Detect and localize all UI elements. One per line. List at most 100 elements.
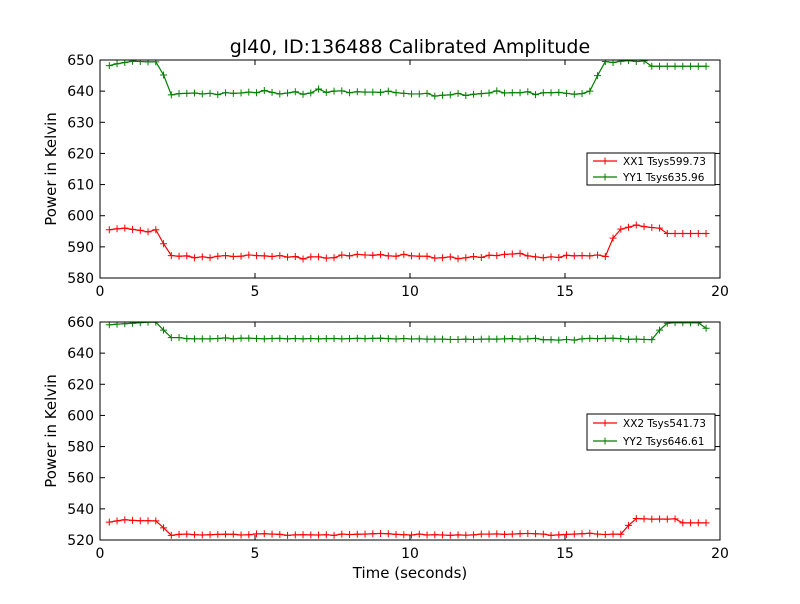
data-point-marker [601,334,609,342]
legend-box [586,413,716,451]
data-point-marker [136,322,144,327]
data-point-marker [361,88,369,96]
data-point-marker [222,530,230,538]
x-tick-label: 10 [401,546,419,562]
data-point-marker [315,253,323,261]
data-point-marker [594,72,602,80]
data-point-marker [547,336,555,344]
data-point-marker [454,89,462,97]
data-point-marker [245,531,253,539]
series-1-group [105,221,710,263]
data-point-marker [586,252,594,260]
data-point-marker [601,253,609,261]
data-point-marker [702,519,710,527]
data-point-marker [501,89,509,97]
data-point-marker [415,335,423,343]
data-point-marker [191,531,199,539]
data-point-marker [702,62,710,70]
data-point-marker [322,531,330,539]
data-point-marker [516,249,524,257]
data-point-marker [702,229,710,237]
bottom-panel: 0 5 10 15 20 520 540 560 580 600 620 640 660 XX2 Tsys… [67,315,729,562]
data-point-marker [625,335,633,343]
data-point-marker [129,60,137,65]
data-point-marker [586,334,594,342]
data-point-marker [648,515,656,523]
data-point-marker [648,336,656,344]
data-point-marker [408,252,416,260]
data-point-marker [183,335,191,343]
data-point-marker [346,89,354,97]
data-point-marker [206,254,214,262]
data-point-marker [144,60,152,66]
data-point-marker [423,89,431,97]
x-axis-label: Time (seconds) [352,564,468,582]
data-point-marker [439,335,447,343]
data-point-marker [307,531,315,539]
data-point-marker [245,88,253,96]
data-point-marker [229,530,237,538]
data-point-marker [237,89,245,97]
data-point-marker [439,531,447,539]
data-point-marker [601,60,609,66]
data-point-marker [687,519,695,527]
data-point-marker [663,62,671,70]
data-point-marker [656,224,664,232]
data-point-marker [501,335,509,343]
data-point-marker [555,253,563,261]
data-point-marker [493,252,501,260]
data-point-marker [299,531,307,539]
data-point-marker [431,335,439,343]
data-point-marker [338,251,346,259]
data-point-marker [555,336,563,344]
data-point-marker [353,250,361,258]
legend-label: YY1 Tsys635.96 [622,172,705,184]
series-2-group [105,322,710,344]
data-point-marker [121,322,129,328]
data-point-marker [377,251,385,259]
data-point-marker [291,335,299,343]
legend-label: XX2 Tsys541.73 [623,418,706,430]
data-point-marker [508,530,516,538]
data-point-marker [594,251,602,259]
data-point-marker [214,91,222,99]
data-point-marker [694,229,702,237]
x-tick-label: 0 [96,546,105,562]
data-point-marker [214,530,222,538]
data-point-marker [276,252,284,260]
data-point-marker [392,252,400,260]
data-point-marker [663,515,671,523]
data-point-marker [253,89,261,97]
data-point-marker [175,530,183,538]
data-point-marker [563,530,571,538]
y-tick-label: 630 [67,115,94,131]
x-tick-label: 5 [251,284,260,300]
data-point-marker [322,88,330,96]
data-point-marker [694,519,702,527]
data-point-marker [439,91,447,99]
data-point-marker [260,335,268,343]
data-point-marker [245,251,253,259]
data-point-marker [632,335,640,343]
data-point-marker [268,253,276,261]
data-point-marker [338,335,346,343]
y-tick-label: 520 [67,533,94,549]
data-point-marker [291,253,299,261]
data-point-marker [547,89,555,97]
data-point-marker [191,254,199,262]
y-tick-label: 580 [67,440,94,456]
y-tick-label: 590 [67,240,94,256]
data-point-marker [322,254,330,262]
data-point-marker [462,531,470,539]
data-point-marker [617,60,625,65]
data-point-marker [532,334,540,342]
legend-marker [601,437,609,445]
data-point-marker [625,223,633,231]
data-point-marker [671,515,679,523]
data-point-marker [260,87,268,95]
data-point-marker [175,252,183,260]
data-point-marker [594,530,602,538]
data-point-marker [330,254,338,262]
data-point-marker [369,334,377,342]
data-point-marker [113,60,121,68]
